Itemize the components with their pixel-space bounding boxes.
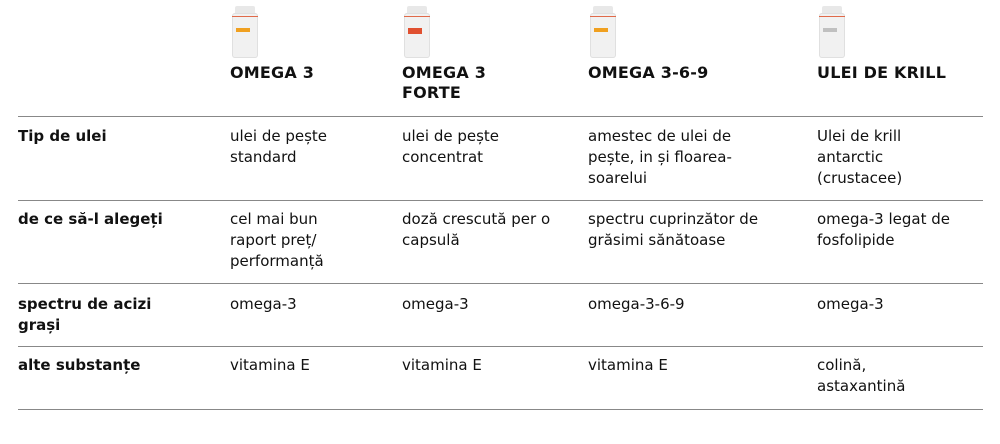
cell: omega-3	[817, 295, 884, 313]
divider	[18, 283, 983, 284]
row-label: Tip de ulei	[18, 127, 107, 145]
product-name: OMEGA 3 FORTE	[402, 63, 487, 102]
cell: colină, astaxantină	[817, 356, 906, 395]
cell: ulei de pește concentrat	[402, 127, 500, 166]
divider	[18, 409, 983, 410]
divider	[18, 116, 983, 117]
row-label: alte substanțe	[18, 356, 141, 374]
row-label: de ce să-l alegeți	[18, 210, 163, 228]
row-label: spectru de acizi grași	[18, 295, 152, 334]
cell: spectru cuprinzător de grăsimi sănătoase	[588, 210, 759, 249]
product-image	[232, 6, 258, 58]
divider	[18, 200, 983, 201]
product-name: ULEI DE KRILL	[817, 63, 947, 82]
cell: omega-3 legat de fosfolipide	[817, 210, 950, 249]
cell: Ulei de krill antarctic (crustacee)	[817, 127, 903, 187]
cell: vitamina E	[588, 356, 668, 374]
product-name: OMEGA 3	[230, 63, 315, 82]
cell: cel mai bun raport preț/ performanță	[230, 210, 324, 270]
cell: amestec de ulei de pește, in și floarea-…	[588, 127, 732, 187]
cell: omega-3-6-9	[588, 295, 685, 313]
product-image	[590, 6, 616, 58]
cell: doză crescută per o capsulă	[402, 210, 551, 249]
product-image	[404, 6, 430, 58]
cell: omega-3	[230, 295, 297, 313]
cell: ulei de pește standard	[230, 127, 328, 166]
cell: vitamina E	[402, 356, 482, 374]
product-name: OMEGA 3-6-9	[588, 63, 709, 82]
divider	[18, 346, 983, 347]
cell: omega-3	[402, 295, 469, 313]
cell: vitamina E	[230, 356, 310, 374]
product-image	[819, 6, 845, 58]
